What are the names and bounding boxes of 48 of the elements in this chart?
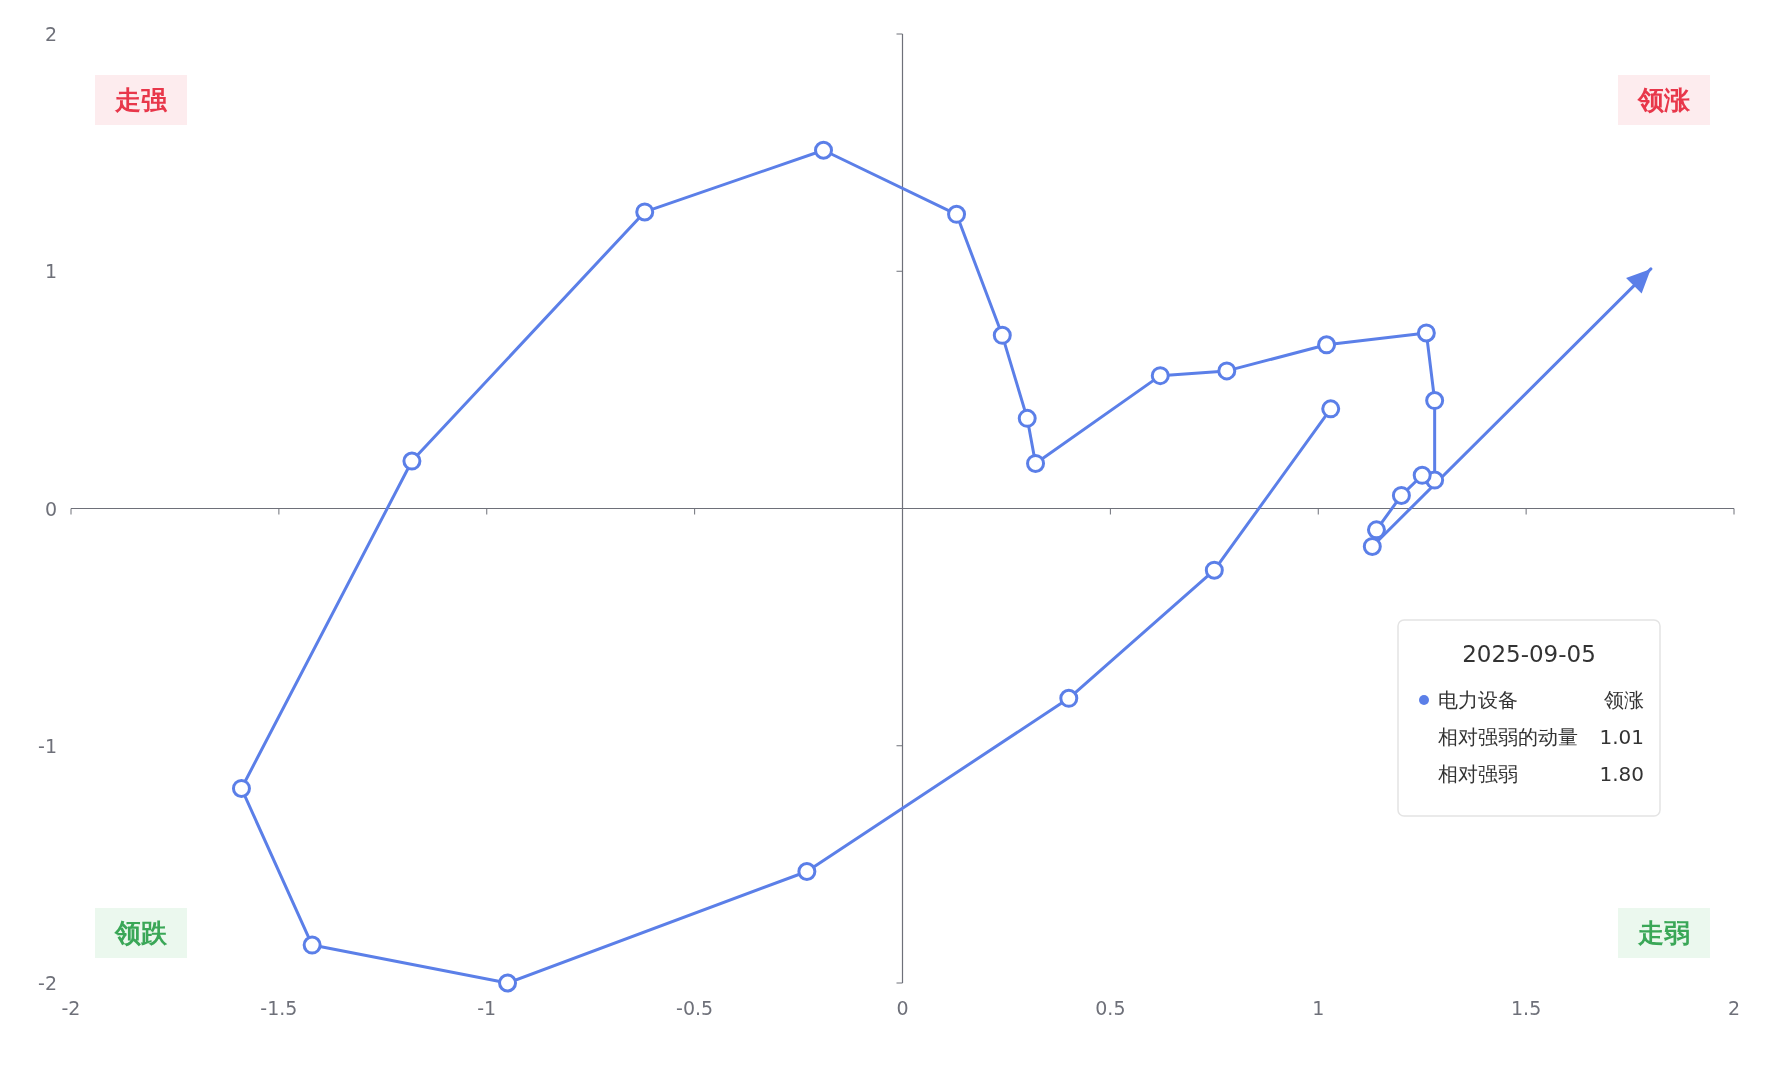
x-tick-label: 1 [1312,997,1325,1019]
annotation: 领涨 [1637,85,1691,115]
annotation: 1.80 [1599,762,1644,786]
point [302,935,322,955]
legend-label: 电力设备 [1438,688,1518,712]
point [1217,361,1237,381]
point [992,325,1012,345]
x-tick-label: -1.5 [260,997,298,1019]
y-tick-label: 1 [44,260,57,283]
point [402,451,422,471]
point [635,202,655,222]
point [1017,408,1037,428]
x-tick-label: -1 [477,997,497,1019]
point [1204,560,1224,580]
point [797,861,817,881]
point [1026,453,1046,473]
point [1391,485,1411,505]
x-tick-label: -2 [61,997,81,1019]
annotation: 走弱 [1637,918,1690,948]
point [1412,465,1432,485]
point [1317,335,1337,355]
point [231,778,251,798]
annotation: 领涨 [1604,688,1644,712]
point [498,973,518,993]
point [1425,391,1445,411]
x-tick-label: 2 [1727,997,1741,1019]
y-tick-label: 2 [44,23,57,45]
x-tick-label: 0.5 [1095,997,1126,1019]
annotation: 走强 [114,85,168,115]
point [1416,323,1436,343]
x-tick-label: 1.5 [1511,997,1542,1019]
annotation: 领跌 [114,918,168,948]
annotation: 相对强弱 [1438,762,1518,786]
point [814,140,834,160]
annotation: 2025-09-05 [1462,641,1596,667]
y-tick-label: -1 [38,734,57,757]
point [1366,520,1386,540]
annotation: 1.01 [1599,725,1644,749]
point [947,204,967,224]
point [1362,536,1382,556]
x-tick-label: 0 [896,997,909,1019]
x-tick-label: -0.5 [676,997,714,1019]
point [1321,399,1341,419]
annotation: 相对强弱的动量 [1438,725,1578,749]
y-tick-label: 0 [44,497,57,520]
y-tick-label: -2 [38,972,57,994]
point [1059,688,1079,708]
point [1150,366,1170,386]
